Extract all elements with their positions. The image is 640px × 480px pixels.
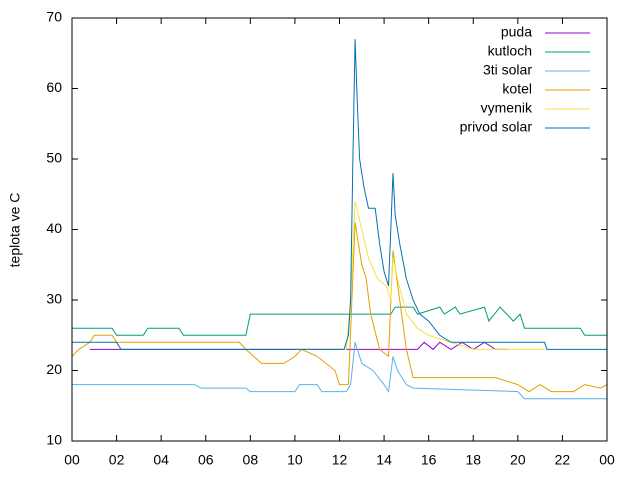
legend-label: privod solar (460, 119, 533, 135)
plot-border (71, 17, 608, 442)
x-tick-label: 10 (287, 452, 303, 468)
y-tick-label: 60 (46, 79, 62, 95)
legend-label: puda (501, 24, 532, 40)
x-tick-label: 20 (510, 452, 526, 468)
y-tick-label: 20 (46, 361, 62, 377)
x-tick-label: 04 (153, 452, 169, 468)
series-line (294, 201, 545, 350)
x-tick-label: 16 (421, 452, 437, 468)
y-axis-label: teplota ve C (7, 193, 23, 268)
x-tick-label: 12 (332, 452, 348, 468)
y-tick-label: 70 (46, 9, 62, 25)
legend-label: vymenik (481, 100, 533, 116)
x-tick-label: 00 (599, 452, 615, 468)
x-tick-label: 18 (465, 452, 481, 468)
x-tick-label: 02 (109, 452, 125, 468)
series-line (71, 222, 608, 393)
x-tick-label: 14 (376, 452, 392, 468)
x-tick-label: 06 (198, 452, 214, 468)
series-line (72, 306, 607, 336)
series-line (89, 341, 509, 351)
y-tick-label: 50 (46, 150, 62, 166)
series-line (72, 342, 607, 400)
y-tick-label: 40 (46, 220, 62, 236)
x-tick-label: 00 (64, 452, 80, 468)
legend-label: kutloch (488, 43, 532, 59)
legend-label: kotel (502, 81, 532, 97)
x-tick-label: 22 (555, 452, 571, 468)
series-line (72, 39, 607, 350)
x-tick-label: 08 (243, 452, 259, 468)
legend-label: 3ti solar (483, 62, 532, 78)
y-tick-label: 10 (46, 432, 62, 448)
y-tick-label: 30 (46, 291, 62, 307)
